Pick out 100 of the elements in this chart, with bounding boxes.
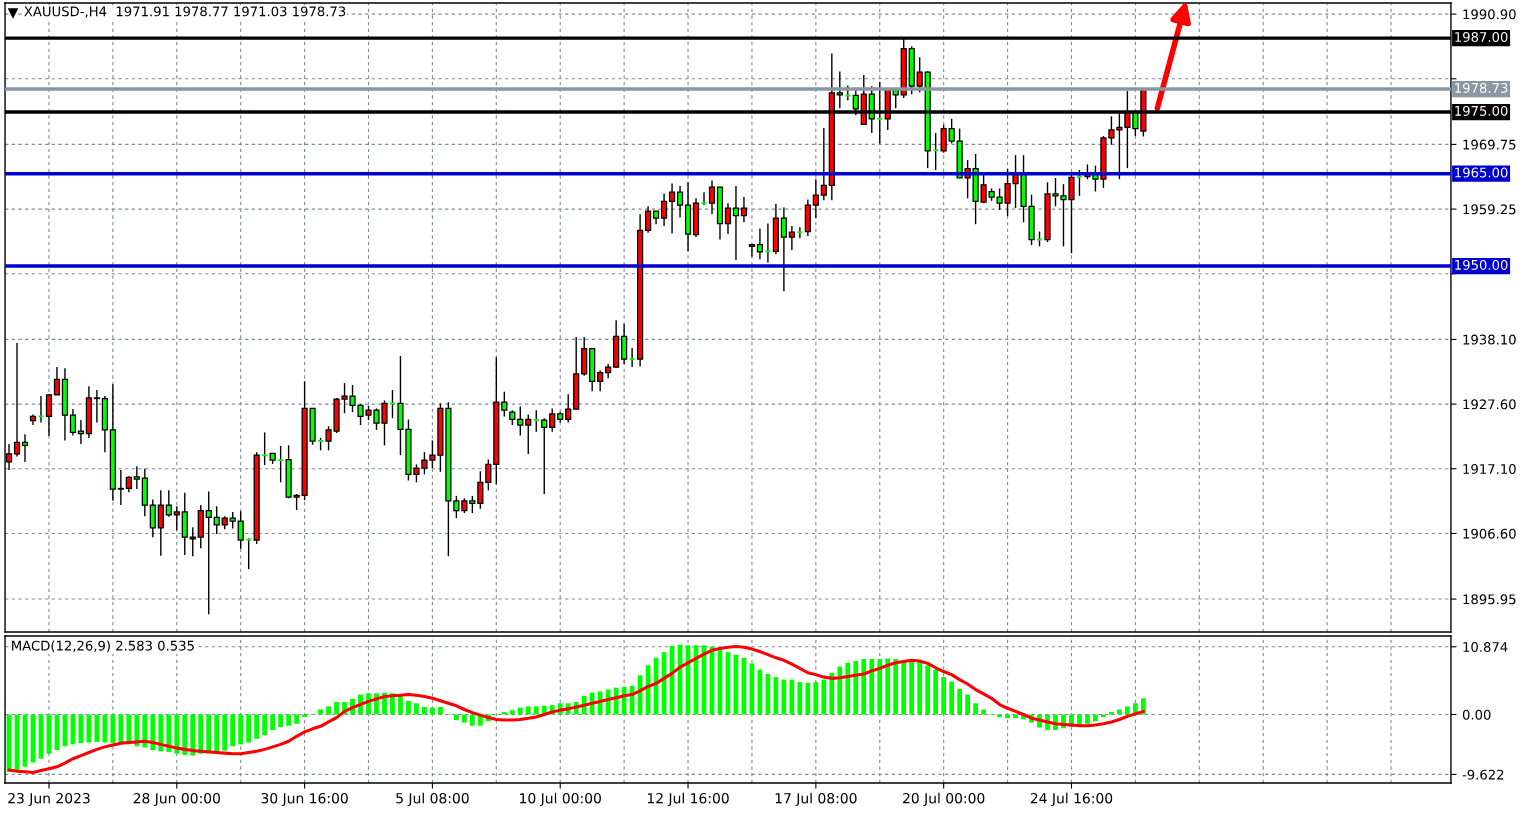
bar	[270, 714, 276, 731]
candlestick	[724, 202, 732, 235]
bar	[438, 707, 443, 715]
ref-line-label: 1978.73	[1455, 82, 1508, 93]
candlestick	[157, 489, 164, 557]
candlestick	[597, 369, 604, 392]
bar	[230, 714, 236, 747]
bar	[637, 675, 643, 715]
y-tick-label: 1969.75	[1463, 139, 1516, 150]
bar	[821, 679, 827, 715]
candlestick	[780, 206, 787, 293]
candlestick	[756, 227, 764, 260]
bar	[198, 714, 204, 754]
candlestick	[117, 469, 124, 506]
candlestick	[948, 118, 955, 145]
bar	[286, 714, 292, 726]
bar	[134, 714, 140, 747]
bar	[214, 714, 220, 752]
bar	[837, 666, 843, 715]
bar	[901, 660, 907, 715]
bar	[142, 714, 148, 748]
bar	[997, 714, 1002, 717]
bar	[845, 662, 851, 715]
candlestick	[788, 225, 795, 251]
bar	[190, 714, 196, 756]
candlestick	[213, 505, 220, 535]
bar	[262, 714, 268, 736]
bar	[302, 714, 307, 717]
bar	[829, 672, 835, 715]
candlestick	[517, 405, 524, 437]
x-tick-label: 28 Jun 00:00	[133, 792, 220, 807]
bar	[406, 700, 411, 715]
candlestick	[621, 323, 628, 365]
x-tick-label: 24 Jul 16:00	[1030, 792, 1113, 807]
ref-line-label: 1950.00	[1455, 259, 1508, 270]
candlestick	[940, 124, 947, 154]
bar	[238, 714, 244, 745]
candlestick	[525, 413, 532, 455]
x-tick-label: 20 Jul 00:00	[903, 792, 985, 807]
bar	[1085, 714, 1090, 724]
bar	[1013, 714, 1018, 719]
candlestick	[165, 489, 172, 518]
bar	[925, 665, 931, 715]
candlestick	[644, 205, 652, 234]
candlestick	[748, 243, 756, 258]
candlestick	[549, 407, 556, 433]
bar	[973, 703, 979, 715]
candlestick	[541, 417, 548, 495]
candlestick	[660, 192, 668, 227]
chart-title: XAUUSD-,H4 1971.91 1978.77 1971.03 1978.73	[24, 6, 346, 18]
bar	[461, 714, 467, 723]
candlestick	[69, 408, 77, 437]
bar	[246, 714, 252, 743]
y-tick-label: 1906.60	[1463, 528, 1516, 539]
y-tick-label: 1959.25	[1463, 204, 1516, 215]
bar	[877, 659, 883, 715]
y-tick-label: 1990.90	[1463, 9, 1516, 20]
candlestick	[205, 490, 212, 615]
bar	[893, 659, 899, 715]
candlestick	[93, 389, 101, 424]
bar	[334, 702, 339, 715]
bar	[102, 714, 108, 743]
candlestick	[149, 498, 156, 538]
bar	[150, 714, 156, 750]
chart-title: MACD(12,26,9) 2.583 0.535	[12, 640, 194, 653]
y-tick-label: 1917.10	[1463, 463, 1516, 474]
bar	[957, 688, 963, 715]
candlestick	[13, 342, 21, 458]
bar	[909, 660, 915, 715]
candlestick	[676, 185, 684, 219]
bar	[869, 659, 875, 715]
bar	[166, 714, 172, 752]
x-tick-label: 17 Jul 08:00	[775, 792, 857, 807]
x-tick-label: 30 Jun 16:00	[261, 792, 348, 807]
candlestick	[189, 526, 196, 557]
candlestick	[501, 391, 508, 418]
bar	[789, 679, 795, 715]
x-tick-label: 12 Jul 16:00	[647, 792, 729, 807]
x-tick-label: 10 Jul 00:00	[520, 792, 601, 807]
candlestick	[820, 127, 827, 201]
bar	[1093, 714, 1098, 722]
y-tick-label: 1938.10	[1463, 334, 1516, 345]
bar	[174, 714, 180, 754]
candlestick	[45, 393, 53, 437]
bar	[118, 714, 124, 744]
candlestick	[740, 196, 748, 224]
bar	[469, 714, 475, 726]
bar	[222, 714, 228, 751]
y-tick-label: 1895.95	[1463, 594, 1516, 605]
ref-line-label: 1987.00	[1455, 31, 1508, 42]
bar	[797, 682, 803, 715]
candlestick	[812, 178, 819, 219]
bar	[158, 714, 164, 752]
candlestick	[916, 56, 923, 94]
candlestick	[21, 433, 29, 463]
ref-line-label: 1965.00	[1455, 167, 1508, 178]
bar	[453, 714, 459, 721]
candlestick	[237, 510, 244, 550]
candlestick	[668, 182, 676, 235]
bar	[861, 659, 867, 715]
